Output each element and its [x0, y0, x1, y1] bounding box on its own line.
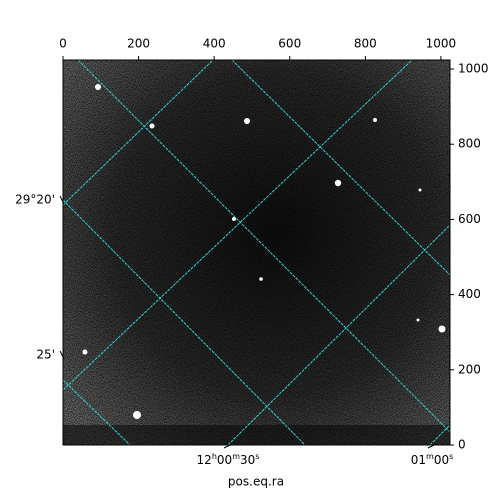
number: 30 [240, 453, 255, 467]
coordinate-grid [63, 60, 450, 445]
ra-tick [427, 443, 437, 449]
image [63, 60, 450, 445]
number: 01 [411, 453, 426, 467]
x-tick-label: 1000 [426, 37, 457, 51]
dec-tick-label: 25' [36, 348, 55, 362]
y-tick-label: 200 [458, 362, 481, 376]
unit: h [212, 452, 217, 461]
y-tick-label: 1000 [458, 62, 489, 76]
dec-tick [59, 350, 65, 360]
x-tick-label: 0 [59, 37, 67, 51]
number: 00 [434, 453, 449, 467]
y-tick-label: 600 [458, 212, 481, 226]
x-tick-label: 200 [127, 37, 150, 51]
dec-tick-label: 29°20' [15, 193, 55, 207]
unit: s [255, 452, 259, 461]
unit: m [426, 452, 434, 461]
number: 00 [217, 453, 232, 467]
unit: m [232, 452, 240, 461]
y-tick-label: 0 [458, 438, 466, 452]
x-tick-label: 400 [203, 37, 226, 51]
dec-tick [59, 195, 65, 205]
stars [82, 84, 446, 419]
ra-tick-label: 01m00s [411, 452, 454, 467]
number: 12 [197, 453, 212, 467]
frame [62, 59, 451, 446]
x-tick-label: 800 [354, 37, 377, 51]
y-tick-label: 400 [458, 287, 481, 301]
x-label: pos.eq.ra [228, 475, 284, 489]
ra-tick-label: 12h00m30s [197, 452, 260, 467]
y-tick-label: 800 [458, 137, 481, 151]
x-tick-label: 600 [278, 37, 301, 51]
unit: s [449, 452, 453, 461]
ra-tick [223, 443, 233, 449]
